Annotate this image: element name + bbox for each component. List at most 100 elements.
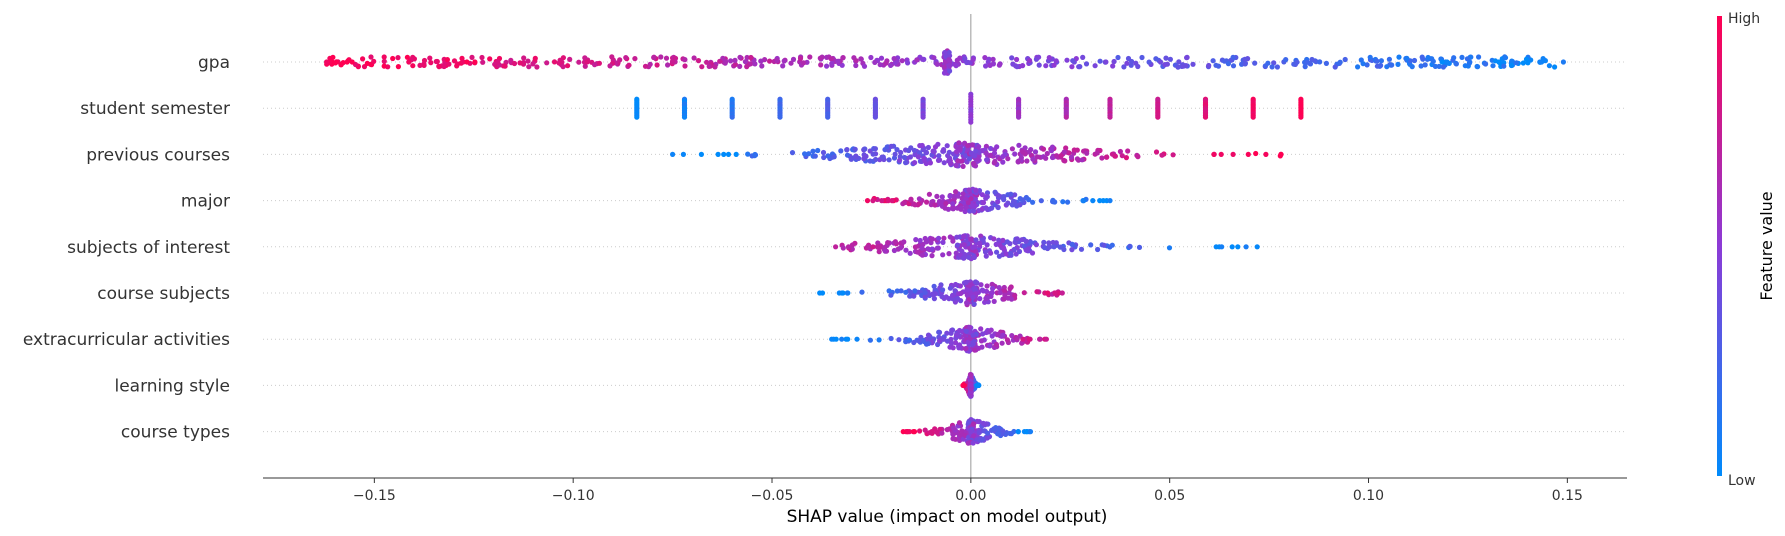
shap-point	[963, 328, 969, 334]
shap-point	[1019, 237, 1025, 243]
shap-point	[983, 205, 989, 211]
shap-point	[1024, 158, 1030, 164]
shap-point	[949, 327, 955, 333]
shap-point	[434, 58, 440, 65]
shap-point	[812, 153, 818, 159]
shap-point	[737, 63, 743, 69]
shap-point	[970, 341, 977, 347]
shap-point	[959, 428, 965, 434]
shap-point	[748, 61, 754, 67]
shap-point	[911, 293, 917, 299]
shap-point	[903, 247, 909, 253]
shap-point	[990, 285, 996, 292]
shap-point	[955, 158, 961, 164]
shap-point	[983, 150, 989, 156]
shap-point	[1123, 155, 1129, 161]
shap-point	[1337, 59, 1343, 65]
shap-point	[1133, 60, 1139, 66]
shap-point	[931, 55, 937, 61]
shap-point	[901, 154, 908, 161]
shap-point	[1409, 64, 1415, 70]
x-tick-label: 0.05	[1154, 488, 1185, 504]
shap-point	[495, 59, 501, 65]
shap-point	[950, 425, 957, 431]
shap-point	[1159, 152, 1165, 158]
shap-point	[1040, 146, 1047, 152]
shap-point	[1229, 244, 1235, 250]
shap-point	[1115, 54, 1121, 61]
shap-point	[930, 291, 936, 297]
shap-point	[840, 245, 846, 251]
shap-point	[1167, 56, 1173, 62]
shap-point	[1139, 54, 1145, 61]
shap-point	[966, 254, 972, 260]
shap-point	[1411, 57, 1418, 64]
shap-point	[1245, 151, 1251, 157]
shap-point	[839, 336, 845, 342]
shap-point	[923, 150, 930, 156]
shap-point	[876, 337, 882, 343]
shap-point	[774, 57, 780, 64]
row-grid-lines	[263, 61, 1627, 433]
shap-point	[950, 432, 956, 438]
shap-point	[970, 56, 976, 63]
shap-point	[984, 157, 990, 163]
shap-point	[1269, 64, 1275, 70]
shap-point	[1023, 429, 1029, 435]
shap-point	[883, 60, 889, 66]
shap-point	[872, 146, 879, 152]
shap-point	[858, 56, 864, 62]
shap-point	[1175, 64, 1181, 70]
shap-point	[1002, 292, 1008, 298]
shap-point	[944, 143, 950, 149]
shap-point	[1124, 60, 1130, 66]
shap-point	[829, 60, 835, 67]
shap-point	[360, 56, 366, 62]
shap-point	[1129, 58, 1135, 65]
shap-point	[421, 62, 427, 68]
shap-point	[892, 239, 899, 245]
shap-point	[1097, 198, 1103, 204]
shap-point	[925, 144, 932, 151]
shap-point	[788, 60, 794, 66]
shap-point	[957, 283, 964, 289]
shap-point	[980, 288, 987, 294]
shap-point	[862, 146, 868, 152]
shap-point	[654, 62, 660, 68]
shap-point	[1030, 199, 1036, 205]
shap-point	[939, 294, 945, 300]
shap-point	[680, 151, 687, 157]
shap-point	[946, 149, 952, 155]
shap-point	[1230, 151, 1236, 157]
shap-point	[888, 143, 894, 149]
shap-point	[745, 151, 751, 157]
shap-point	[922, 158, 928, 164]
shap-point	[1111, 58, 1117, 65]
shap-point	[961, 255, 967, 261]
shap-point	[943, 200, 949, 207]
shap-point	[950, 345, 956, 351]
shap-point	[1153, 56, 1159, 62]
shap-point	[1090, 198, 1096, 204]
shap-point	[1046, 240, 1052, 246]
shap-point	[1009, 55, 1015, 61]
shap-point	[941, 147, 947, 153]
shap-point	[1422, 62, 1428, 68]
shap-point	[721, 151, 727, 157]
shap-point	[988, 250, 994, 256]
shap-point	[1009, 146, 1016, 152]
shap-point	[978, 326, 984, 332]
shap-point	[807, 54, 813, 60]
shap-point	[1396, 54, 1402, 60]
shap-point	[958, 205, 964, 211]
shap-point	[867, 337, 874, 343]
shap-point	[1016, 114, 1022, 120]
shap-point	[941, 70, 948, 76]
shap-point	[1109, 242, 1115, 248]
shap-point	[939, 430, 945, 436]
shap-point	[790, 56, 797, 63]
shap-point	[888, 292, 894, 298]
shap-point	[929, 246, 935, 252]
shap-point	[901, 200, 908, 206]
shap-point	[390, 55, 396, 62]
